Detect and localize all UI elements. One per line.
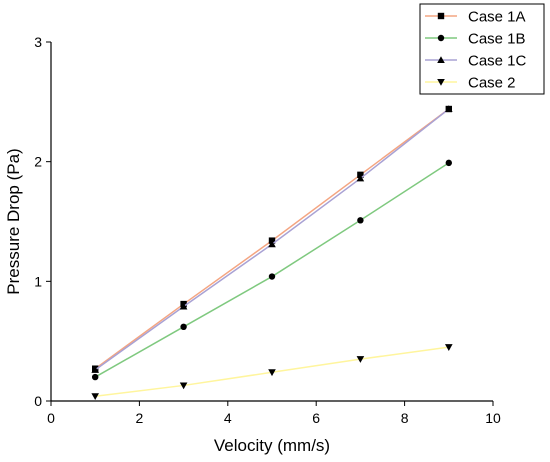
x-axis-label: Velocity (mm/s) [214, 436, 330, 455]
legend-item: Case 1B [425, 31, 526, 48]
legend-label: Case 1C [468, 53, 527, 70]
data-point [179, 302, 188, 310]
data-point [91, 366, 99, 373]
legend-item: Case 1A [425, 9, 526, 26]
legend-label: Case 1B [468, 31, 526, 48]
x-tick-label: 0 [47, 410, 55, 426]
data-point [268, 273, 276, 280]
data-point [92, 373, 99, 381]
series-4 [91, 344, 453, 401]
legend-marker [437, 12, 445, 20]
data-point [357, 217, 364, 224]
series-2 [92, 159, 452, 381]
legend-item: Case 2 [425, 75, 516, 92]
series-1 [92, 105, 452, 372]
data-point [268, 369, 276, 377]
y-tick-label: 0 [34, 393, 42, 409]
legend-marker [437, 56, 445, 63]
legend: Case 1A Case 1B Case 1C Case 2 [419, 3, 545, 95]
x-tick-label: 6 [312, 410, 320, 426]
y-tick-label: 3 [34, 34, 42, 50]
x-tick-label: 2 [136, 410, 144, 426]
data-point [180, 323, 187, 331]
x-tick-label: 10 [485, 410, 501, 426]
x-tick-label: 4 [224, 410, 232, 426]
legend-label: Case 2 [468, 75, 516, 92]
series-3 [91, 105, 453, 373]
legend-label: Case 1A [468, 9, 526, 26]
data-point [356, 174, 365, 182]
y-tick-label: 2 [34, 154, 42, 170]
legend-marker [437, 34, 445, 42]
legend-item: Case 1C [425, 53, 527, 70]
y-axis-label: Pressure Drop (Pa) [4, 148, 23, 294]
data-point [91, 393, 99, 401]
data-point [445, 344, 453, 351]
data-point [445, 159, 452, 167]
data-point [356, 356, 365, 363]
y-tick-label: 1 [34, 273, 42, 289]
series-line [94, 162, 450, 378]
legend-marker [437, 79, 445, 86]
data-point [179, 382, 188, 390]
plot-area [91, 105, 453, 401]
data-point [268, 240, 276, 248]
x-tick-label: 8 [401, 410, 409, 426]
axes: 0 2 4 6 8 10 0 1 2 3 [34, 34, 501, 426]
data-point [445, 105, 453, 113]
